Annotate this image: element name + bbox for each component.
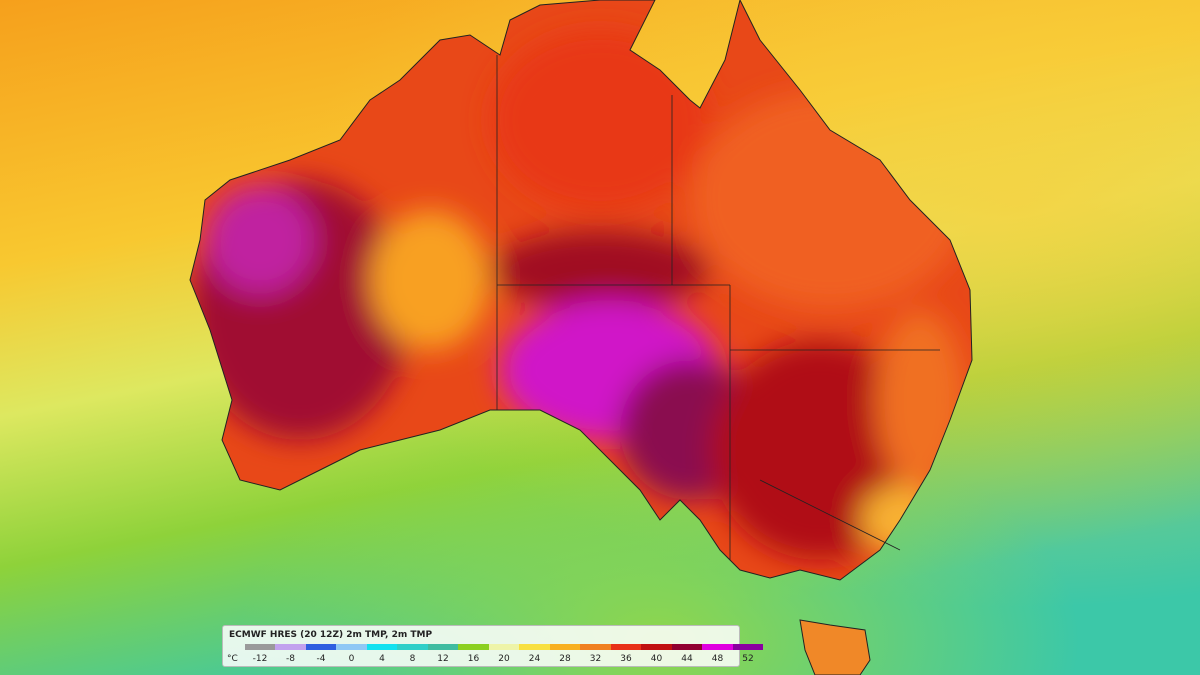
legend-swatch — [671, 644, 703, 650]
legend-tick-label: 16 — [467, 654, 480, 664]
legend-tick-label: 32 — [589, 654, 602, 664]
legend-swatch — [580, 644, 611, 650]
legend-tick-label: 4 — [379, 654, 385, 664]
legend-tick-label: 12 — [437, 654, 449, 664]
legend-tick-label: 24 — [528, 654, 541, 664]
legend-swatch — [519, 644, 550, 650]
legend-tick-label: 40 — [650, 654, 663, 664]
legend-tick-label: -12 — [252, 654, 268, 664]
legend-swatch — [397, 644, 428, 650]
legend-tick-label: 48 — [711, 654, 724, 664]
legend-swatch — [732, 644, 764, 650]
tasmania — [799, 619, 871, 675]
legend-swatch — [305, 644, 337, 650]
legend-swatch — [244, 644, 276, 650]
legend-swatch — [641, 644, 672, 650]
legend-title: ECMWF HRES (20 12Z) 2m TMP, 2m TMP — [229, 630, 433, 640]
legend-unit: °C — [227, 654, 238, 664]
legend-swatch — [610, 644, 642, 650]
legend-tick-label: -8 — [286, 654, 295, 664]
legend-swatch — [702, 644, 733, 650]
legend-tick-label: -4 — [316, 654, 326, 664]
legend-tick-label: 44 — [681, 654, 693, 664]
legend: ECMWF HRES (20 12Z) 2m TMP, 2m TMP °C -1… — [222, 625, 764, 667]
legend-swatch — [366, 644, 398, 650]
legend-swatch — [427, 644, 459, 650]
legend-tick-label: 28 — [559, 654, 571, 664]
legend-tick-label: 8 — [409, 654, 416, 664]
legend-tick-label: 20 — [498, 654, 510, 664]
legend-tick-label: 36 — [620, 654, 632, 664]
legend-swatch — [458, 644, 489, 650]
legend-swatch — [549, 644, 581, 650]
state-borders — [496, 55, 940, 560]
legend-tick-label: 0 — [348, 654, 355, 664]
legend-swatch — [275, 644, 306, 650]
legend-swatch — [488, 644, 520, 650]
legend-swatch — [336, 644, 367, 650]
legend-tick-label: 52 — [742, 654, 754, 664]
